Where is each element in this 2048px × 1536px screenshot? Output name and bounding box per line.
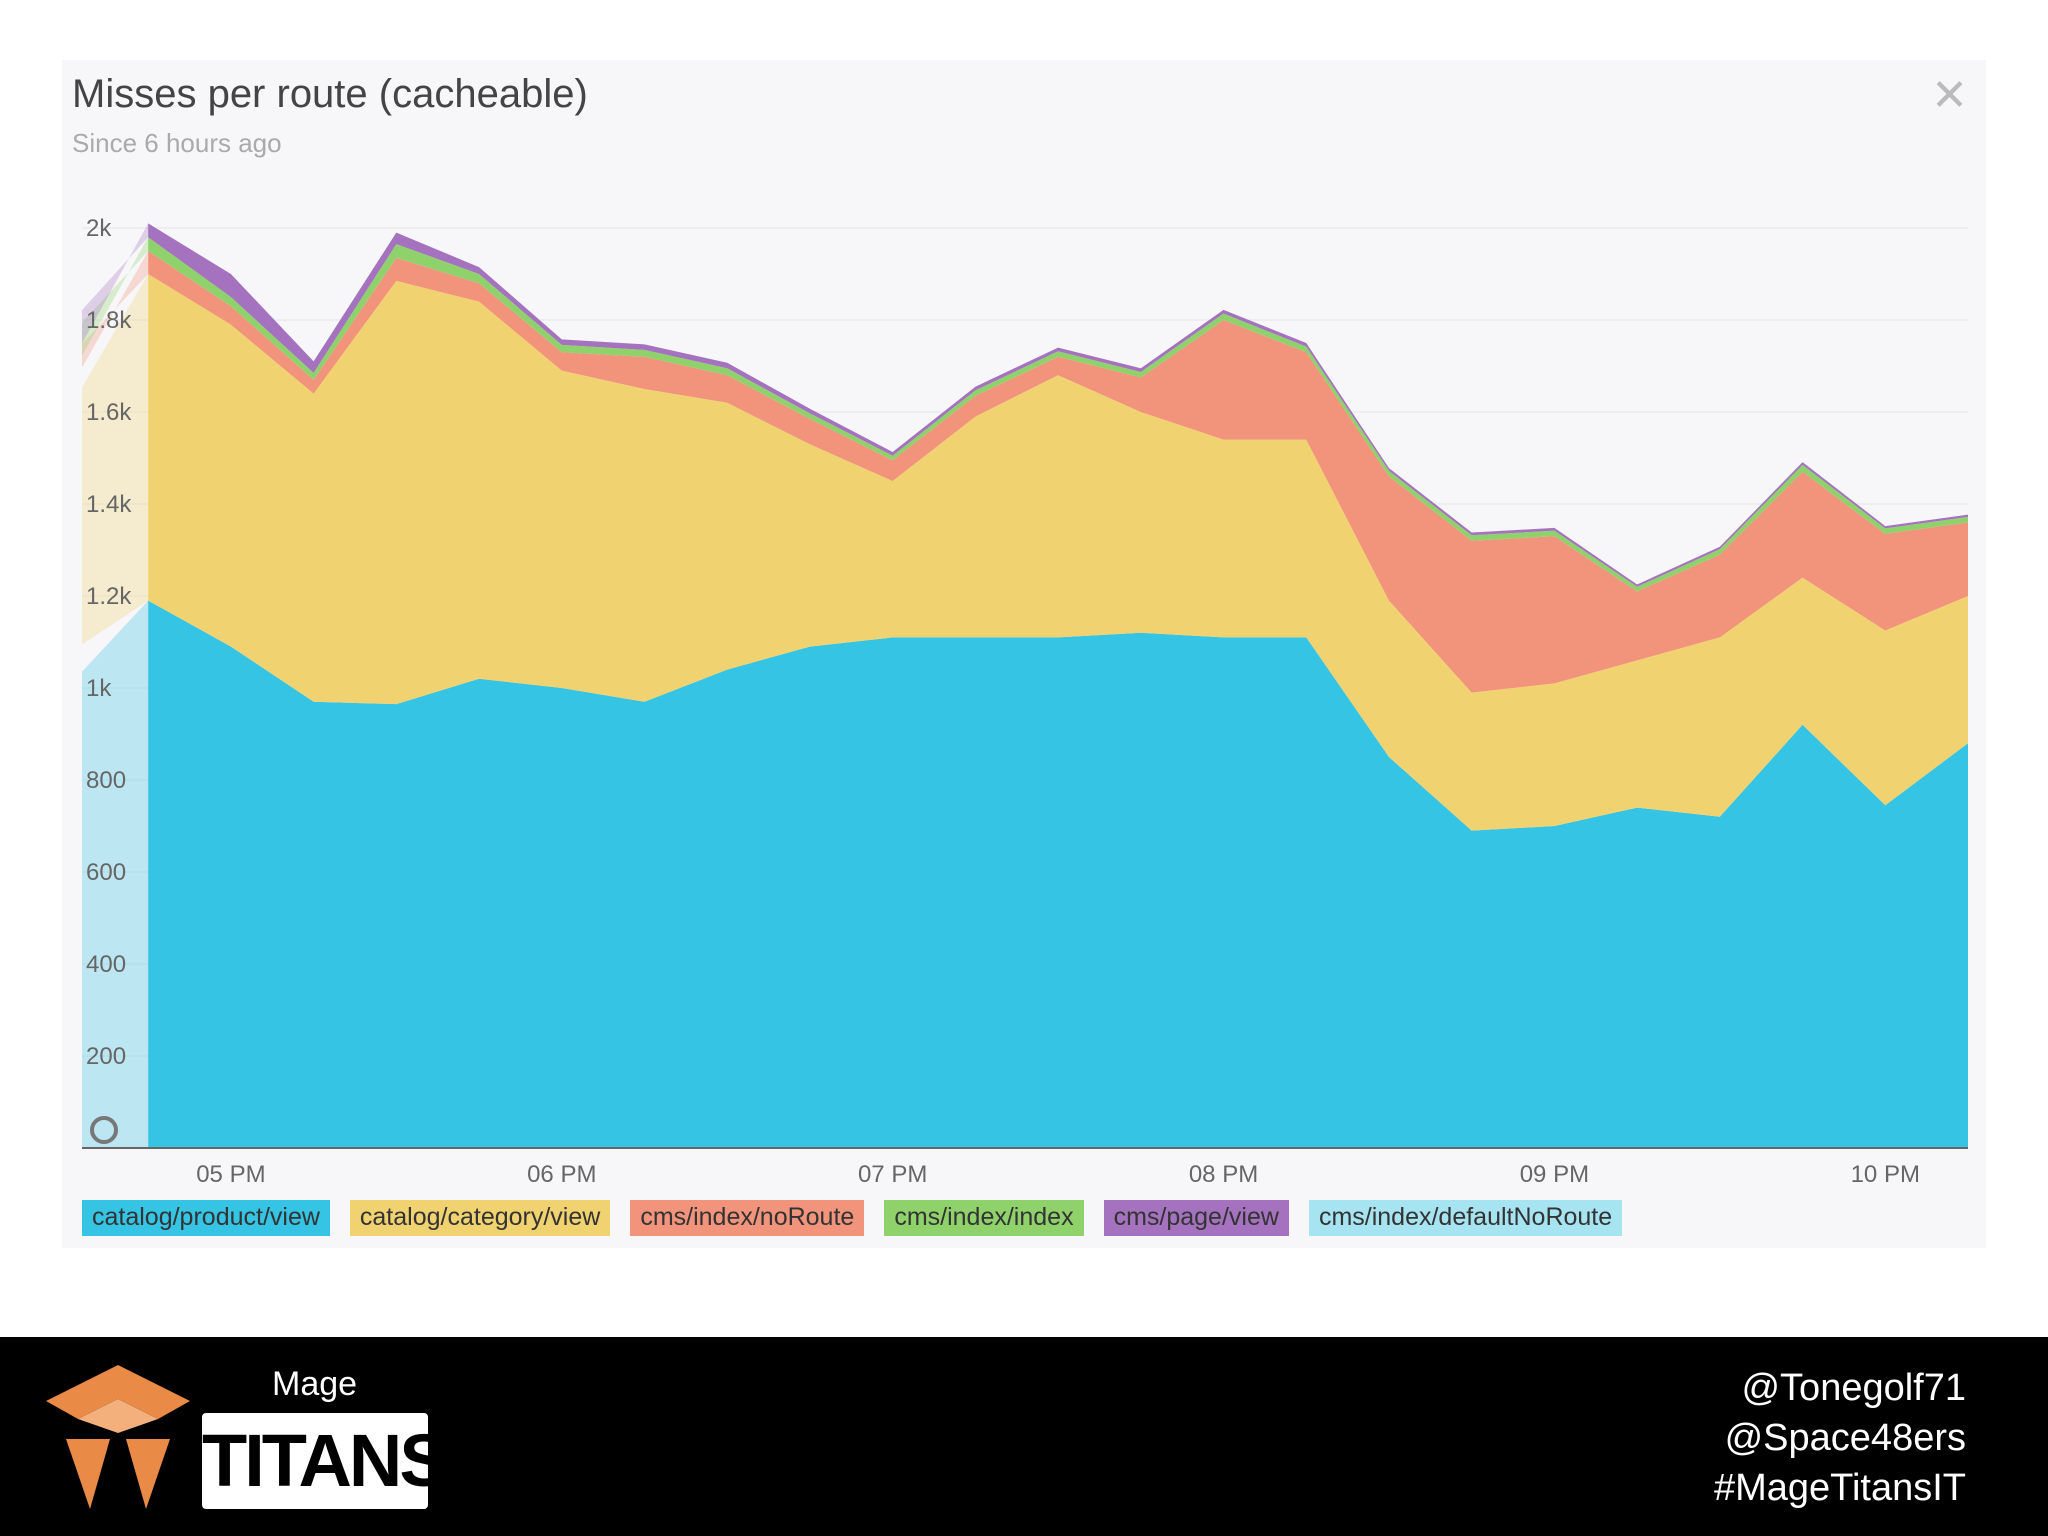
handle-space48: @Space48ers (1724, 1417, 1966, 1459)
area-chart: 200 400 600 800 1k 1.2k 1.4k 1.6k 1.8k 2k 05 PM 06 … (82, 215, 1969, 1188)
y-tick-label-8: 1.6k (86, 399, 132, 426)
x-tick-label-3: 08 PM (1189, 1161, 1258, 1188)
mage-titans-logo-icon (46, 1365, 190, 1509)
area-fade-4 (82, 223, 149, 344)
y-tick-label-9: 1.8k (86, 307, 132, 334)
y-tick-label-2: 400 (86, 951, 126, 978)
legend-item-3[interactable]: cms/index/index (884, 1200, 1084, 1236)
legend-item-1[interactable]: catalog/category/view (349, 1200, 611, 1236)
area-fade-3 (82, 237, 149, 356)
area-fade-0 (82, 600, 149, 1148)
chart-title: Misses per route (cacheable) (72, 72, 588, 116)
legend-item-0[interactable]: catalog/product/view (82, 1200, 330, 1236)
brand-mage-text: Mage (272, 1365, 358, 1403)
legend-item-2[interactable]: cms/index/noRoute (630, 1200, 865, 1236)
area-series-0 (148, 600, 1969, 1148)
legend-item-5[interactable]: cms/index/defaultNoRoute (1308, 1200, 1623, 1236)
hashtag-magetitans: #MageTitansIT (1713, 1467, 1966, 1509)
handle-tonegolf: @Tonegolf71 (1741, 1367, 1966, 1409)
area-series-2 (148, 251, 1969, 693)
x-tick-label-2: 07 PM (858, 1161, 927, 1188)
brand-titans-text: TITANS (202, 1413, 449, 1509)
chart-panel: Misses per route (cacheable) Since 6 hou… (62, 60, 1986, 1248)
close-icon[interactable]: ✕ (1931, 71, 1968, 120)
chart-subtitle: Since 6 hours ago (72, 128, 282, 158)
y-tick-label-4: 800 (86, 767, 126, 794)
x-tick-label-5: 10 PM (1851, 1161, 1920, 1188)
y-tick-label-6: 1.2k (86, 583, 132, 610)
legend-item-4[interactable]: cms/page/view (1103, 1200, 1289, 1236)
footer-bar: Mage TITANS @Tonegolf71 @Space48ers #Mag… (0, 1337, 2048, 1536)
x-tick-label-0: 05 PM (196, 1161, 265, 1188)
y-tick-label-1: 200 (86, 1043, 126, 1070)
chart-legend: catalog/product/view catalog/category/vie… (82, 1200, 1623, 1236)
y-tick-label-3: 600 (86, 859, 126, 886)
y-tick-label-7: 1.4k (86, 491, 132, 518)
x-tick-label-4: 09 PM (1520, 1161, 1589, 1188)
x-tick-label-1: 06 PM (527, 1161, 596, 1188)
y-tick-label-10: 2k (86, 215, 112, 242)
social-handles: @Tonegolf71 @Space48ers #MageTitansIT (1566, 1363, 1966, 1513)
area-fade-1 (82, 274, 149, 645)
area-fade-2 (82, 251, 149, 368)
y-zero-icon (90, 1116, 118, 1144)
area-series-1 (148, 274, 1969, 831)
y-tick-label-5: 1k (86, 675, 112, 702)
